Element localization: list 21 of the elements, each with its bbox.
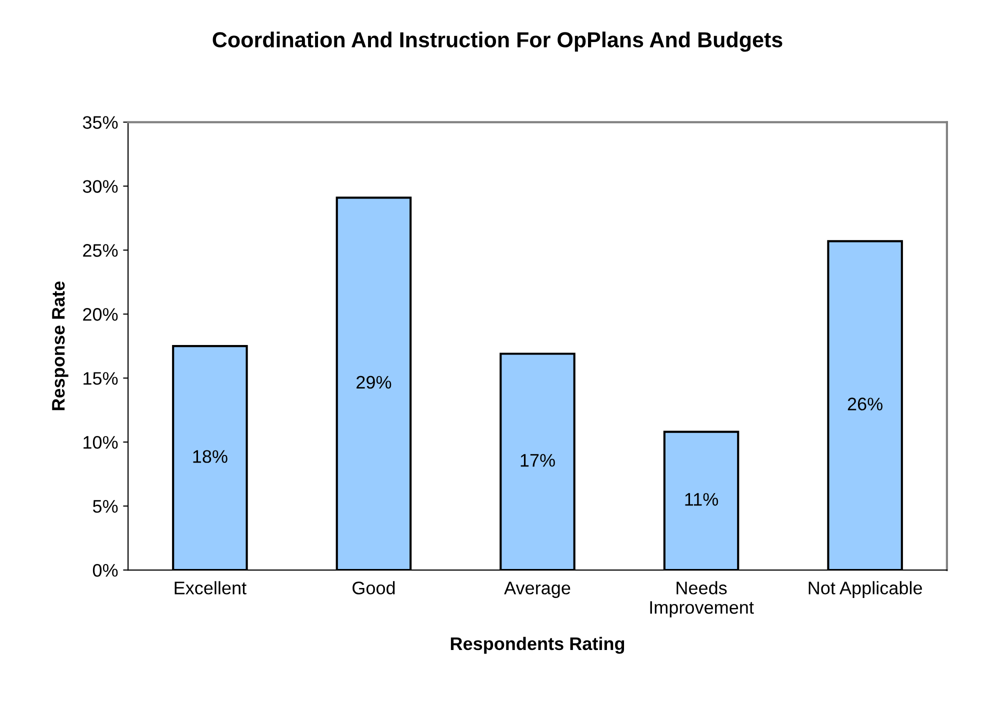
y-tick-label: 25% [83,244,118,257]
x-tick-label: Not Applicable [808,581,922,598]
x-tick-label: Average [504,582,570,598]
x-axis-title: Respondents Rating [450,636,624,654]
chart-title: Coordination And Instruction For OpPlans And Budgets [212,32,782,52]
x-tick-label: Excellent [174,581,246,594]
y-tick-label: 15% [84,372,118,385]
y-tick-label: 35% [82,116,118,129]
data-label: 18% [193,450,228,463]
data-label: 17% [520,454,555,467]
data-label: 29% [356,376,392,389]
y-axis-title: Response Rate [52,281,68,410]
data-label: 11% [685,493,718,506]
data-label: 26% [848,398,882,410]
x-tick-label: Good [352,581,395,594]
y-tick-label: 20% [83,308,118,321]
y-tick-label: 0% [92,564,118,577]
y-tick-label: 10% [84,436,118,449]
y-tick-label: 5% [92,500,118,513]
x-tick-label: Needs Improvement [650,581,754,618]
y-tick-label: 30% [82,180,118,193]
